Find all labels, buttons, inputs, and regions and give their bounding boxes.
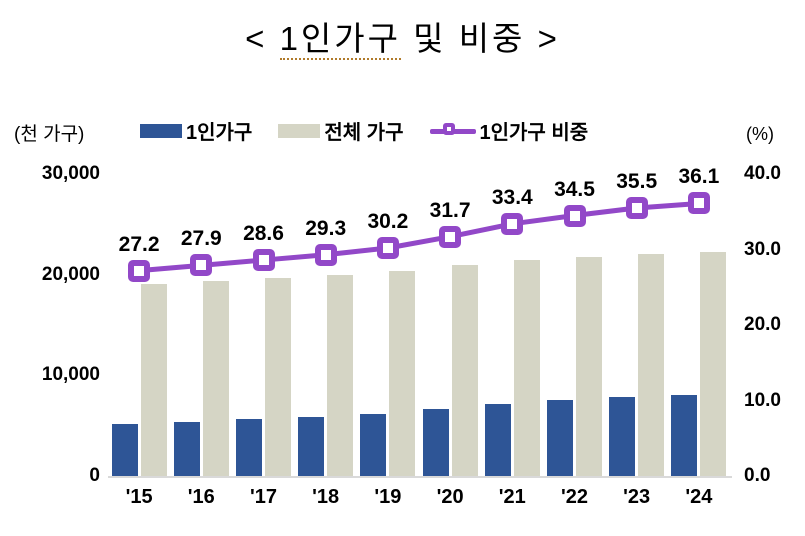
bar-total-household[interactable]: [451, 265, 478, 476]
title-rest: 및 비중: [413, 20, 526, 57]
bar-group: [357, 174, 419, 476]
bar-group: [481, 174, 543, 476]
right-axis-unit: (%): [746, 124, 774, 144]
x-axis-tick-label: '18: [312, 486, 340, 508]
legend-single-household[interactable]: 1인가구: [140, 116, 252, 145]
y-axis-tick-label: 0: [89, 465, 100, 486]
right-percent-axis: 0.0 10.0 20.0 30.0 40.0: [744, 163, 804, 486]
x-axis-tick-label: '20: [436, 486, 464, 508]
x-axis-tick-label: '22: [560, 486, 589, 508]
bar-single-household[interactable]: [422, 409, 449, 476]
y-axis-tick-label: 10,000: [41, 364, 100, 386]
x-axis-tick-label: '15: [125, 486, 153, 508]
bar-single-household[interactable]: [111, 423, 138, 476]
x-axis-tick-label: '16: [187, 486, 215, 508]
legend-label: 1인가구: [186, 122, 253, 144]
chart-legend: 1인가구 전체 가구 1인가구 비중: [140, 116, 588, 145]
bar-single-household[interactable]: [235, 419, 262, 476]
bar-total-household[interactable]: [513, 260, 540, 476]
bar-group: [668, 174, 730, 476]
y-axis-tick-label: 20,000: [41, 263, 100, 285]
x-axis-tick-label: '19: [374, 486, 402, 508]
bar-total-household[interactable]: [638, 253, 665, 476]
bar-single-household[interactable]: [671, 394, 698, 476]
y2-axis-tick-label: 20.0: [744, 314, 781, 335]
legend-share[interactable]: 1인가구 비중: [429, 116, 589, 145]
title-emphasis: 1인가구: [279, 20, 401, 60]
bar-total-household[interactable]: [700, 251, 727, 476]
legend-color-swatch: [140, 123, 182, 138]
y2-axis-tick-label: 40.0: [744, 163, 781, 184]
y2-axis-tick-label: 10.0: [744, 389, 781, 411]
legend-line-marker-icon: [429, 121, 476, 141]
bar-single-household[interactable]: [298, 417, 325, 476]
bar-total-household[interactable]: [389, 271, 416, 476]
bar-group: [108, 174, 170, 476]
bar-total-household[interactable]: [264, 277, 291, 476]
title-suffix: >: [537, 20, 560, 57]
y2-axis-tick-label: 0.0: [744, 465, 771, 486]
legend-color-swatch: [278, 123, 321, 138]
x-axis-tick-label: '23: [623, 486, 651, 508]
bar-group: [606, 174, 668, 476]
x-axis-tick-label: '17: [249, 486, 278, 508]
bar-single-household[interactable]: [609, 397, 636, 476]
axis-baseline: [108, 476, 732, 478]
plot-area: [108, 174, 730, 476]
bar-single-household[interactable]: [360, 414, 387, 476]
legend-label: 전체 가구: [324, 122, 404, 144]
bar-total-household[interactable]: [140, 283, 167, 476]
title-prefix: <: [245, 20, 268, 57]
bar-group: [543, 174, 605, 476]
legend-total-household[interactable]: 전체 가구: [278, 116, 404, 145]
bar-group: [232, 174, 294, 476]
bar-single-household[interactable]: [546, 400, 573, 476]
left-value-axis: 0 10,000 20,000 30,000: [0, 163, 100, 486]
x-axis-tick-label: '21: [498, 486, 526, 508]
bar-total-household[interactable]: [575, 256, 602, 476]
bar-single-household[interactable]: [484, 403, 511, 476]
bar-total-household[interactable]: [202, 281, 229, 476]
bar-single-household[interactable]: [173, 421, 200, 476]
bar-total-household[interactable]: [327, 274, 354, 476]
legend-label: 1인가구 비중: [479, 122, 589, 144]
bar-group: [170, 174, 232, 476]
y2-axis-tick-label: 30.0: [744, 238, 781, 260]
left-axis-unit: (천 가구): [14, 124, 85, 145]
bar-group: [419, 174, 481, 476]
y-axis-tick-label: 30,000: [41, 163, 100, 184]
x-axis-tick-label: '24: [685, 486, 713, 508]
page-title: < 1인가구 및 비중 >: [0, 12, 805, 60]
bar-group: [295, 174, 357, 476]
